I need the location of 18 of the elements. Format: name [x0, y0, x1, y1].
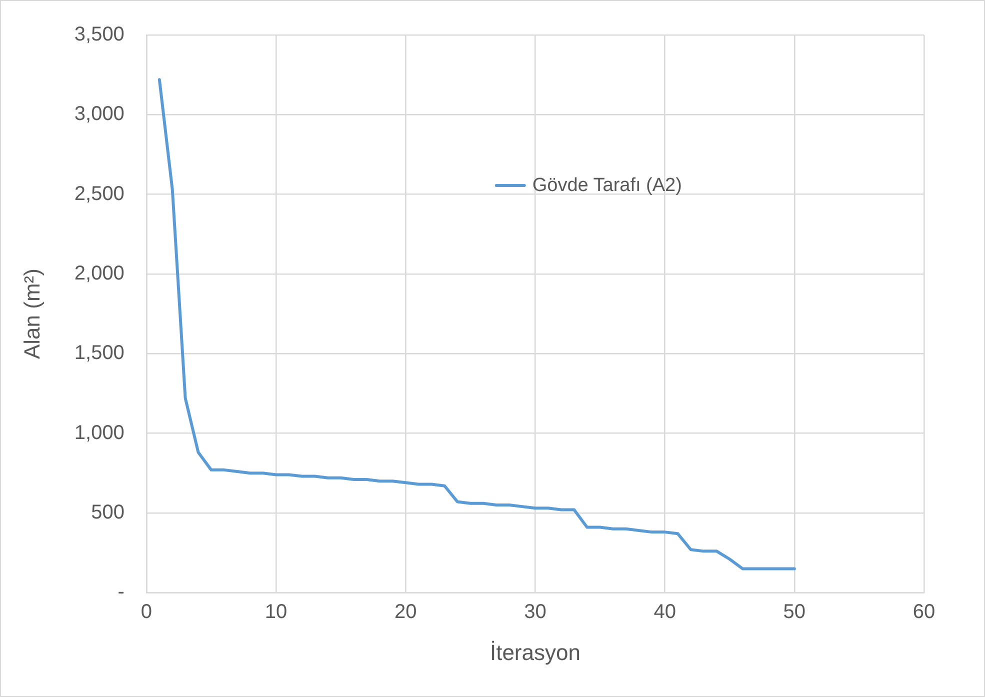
- y-tick-label: -: [118, 581, 124, 604]
- y-axis-title: Alan (m²): [19, 268, 44, 360]
- x-tick-label: 30: [524, 601, 546, 624]
- legend-label: Gövde Tarafı (A2): [532, 174, 682, 196]
- y-tick-label: 3,500: [74, 24, 124, 46]
- y-tick-label: 3,000: [74, 103, 124, 126]
- x-tick-label: 20: [394, 601, 417, 624]
- x-axis-title: İterasyon: [490, 640, 580, 665]
- y-tick-label: 2,000: [74, 262, 124, 284]
- x-tick-label: 10: [264, 601, 288, 624]
- x-tick-label: 50: [783, 601, 806, 624]
- y-tick-label: 1,000: [74, 422, 124, 444]
- x-tick-label: 0: [140, 601, 152, 624]
- y-tick-label: 2,500: [74, 182, 124, 205]
- y-tick-label: 1,500: [74, 342, 124, 364]
- x-tick-label: 60: [912, 601, 936, 624]
- x-tick-label: 40: [654, 601, 676, 624]
- y-tick-label: 500: [91, 501, 124, 524]
